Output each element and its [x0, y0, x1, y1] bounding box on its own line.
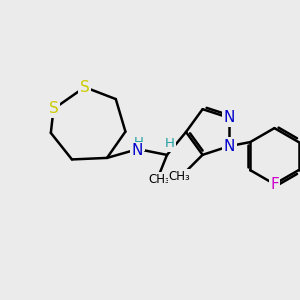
Text: N: N — [131, 143, 143, 158]
Text: N: N — [224, 139, 235, 154]
Text: F: F — [270, 177, 279, 192]
Text: N: N — [224, 110, 235, 125]
Text: S: S — [80, 80, 90, 94]
Text: S: S — [49, 101, 58, 116]
Text: CH₃: CH₃ — [148, 173, 170, 186]
Text: CH₃: CH₃ — [169, 170, 190, 183]
Text: H: H — [134, 136, 144, 149]
Text: H: H — [165, 137, 175, 150]
